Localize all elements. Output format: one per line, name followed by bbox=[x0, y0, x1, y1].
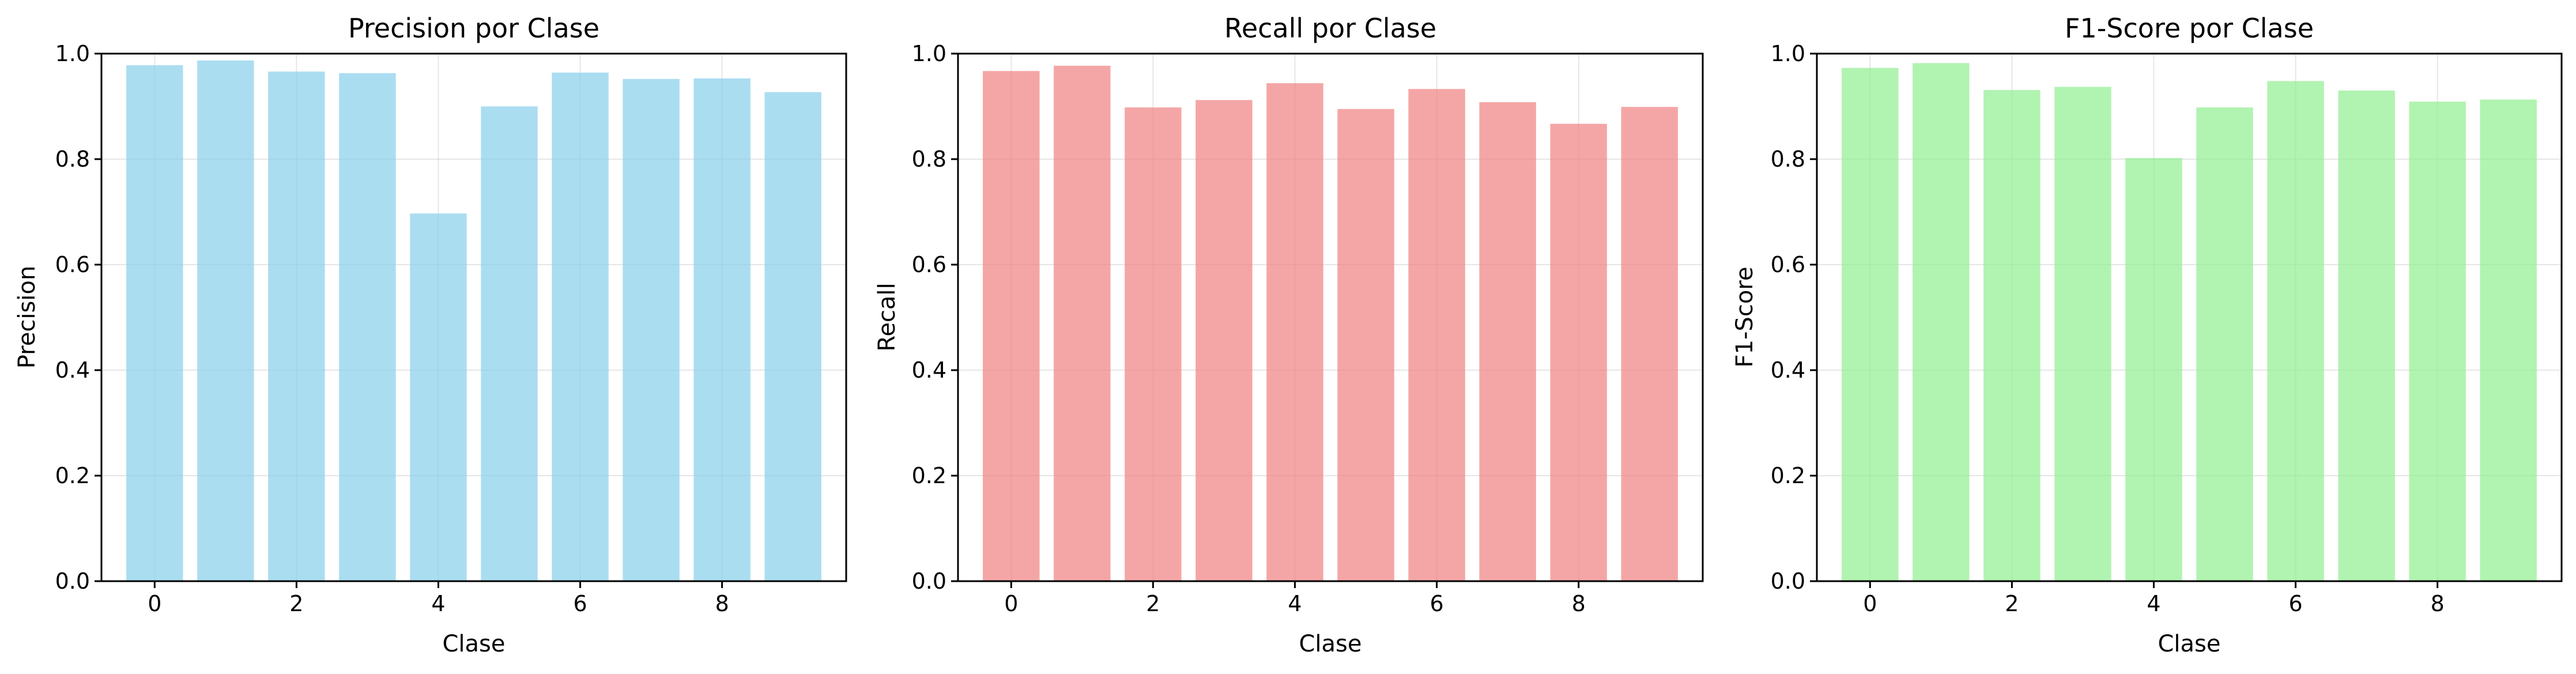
f1-axes-frame bbox=[1816, 52, 2563, 582]
f1-bar-8 bbox=[2409, 101, 2466, 581]
precision-bar-2 bbox=[268, 71, 325, 582]
recall-bar-2 bbox=[1125, 107, 1182, 581]
recall-bar-1 bbox=[1054, 66, 1111, 582]
recall-panel: 0 2 4 6 8 0.0 0.2 0.4 0.6 0.8 1.0 Recall por Clase… bbox=[874, 13, 1704, 657]
f1-ytick-label-0.6: 0.6 bbox=[1771, 252, 1805, 277]
f1-bar-4 bbox=[2125, 158, 2182, 581]
precision-bar-8 bbox=[693, 78, 750, 581]
precision-bar-7 bbox=[623, 78, 680, 582]
precision-bar-4 bbox=[410, 213, 467, 581]
recall-ticks: 0 2 4 6 8 0.0 0.2 0.4 0.6 0.8 1.0 bbox=[912, 41, 1586, 616]
precision-ytick-label-0.4: 0.4 bbox=[55, 357, 90, 383]
precision-xtick-label-4: 4 bbox=[431, 591, 445, 616]
precision-ytick-label-0.8: 0.8 bbox=[55, 146, 90, 172]
precision-ticks: 0 2 4 6 8 0.0 0.2 0.4 0.6 0.8 1.0 bbox=[55, 41, 729, 616]
recall-bar-9 bbox=[1621, 107, 1678, 582]
f1-xtick-label-8: 8 bbox=[2431, 591, 2445, 616]
recall-bar-5 bbox=[1337, 109, 1394, 581]
recall-ytick-label-0.8: 0.8 bbox=[912, 146, 946, 172]
f1-bar-1 bbox=[1913, 63, 1970, 582]
f1-bar-9 bbox=[2480, 99, 2537, 582]
precision-bar-6 bbox=[552, 72, 609, 581]
recall-bars bbox=[983, 66, 1678, 582]
recall-xtick-label-0: 0 bbox=[1004, 591, 1018, 616]
precision-xtick-label-6: 6 bbox=[573, 591, 587, 616]
f1-bar-3 bbox=[2054, 86, 2111, 581]
f1-ytick-label-0.2: 0.2 bbox=[1771, 463, 1805, 488]
precision-bar-9 bbox=[764, 92, 821, 582]
recall-bar-4 bbox=[1266, 83, 1323, 582]
precision-xtick-label-2: 2 bbox=[289, 591, 303, 616]
recall-title: Recall por Clase bbox=[1224, 13, 1436, 44]
precision-x-axis-label: Clase bbox=[442, 631, 505, 657]
precision-title: Precision por Clase bbox=[348, 13, 599, 44]
precision-panel: 0 2 4 6 8 0.0 0.2 0.4 0.6 0.8 1.0 Precision por Cl… bbox=[14, 13, 847, 657]
precision-ytick-label-1: 1.0 bbox=[55, 41, 90, 66]
f1-x-axis-label: Clase bbox=[2158, 631, 2220, 657]
recall-xtick-label-4: 4 bbox=[1288, 591, 1302, 616]
recall-ytick-label-0.6: 0.6 bbox=[912, 252, 946, 277]
f1-bar-6 bbox=[2267, 81, 2324, 581]
precision-axes-frame bbox=[100, 52, 847, 582]
precision-bars bbox=[126, 60, 821, 582]
precision-bar-0 bbox=[126, 65, 183, 581]
precision-ytick-label-0.2: 0.2 bbox=[55, 463, 90, 488]
recall-xtick-label-2: 2 bbox=[1146, 591, 1160, 616]
precision-ytick-label-0.6: 0.6 bbox=[55, 252, 90, 277]
recall-bar-0 bbox=[983, 71, 1040, 581]
precision-xtick-label-8: 8 bbox=[715, 591, 729, 616]
recall-bar-3 bbox=[1195, 100, 1253, 581]
recall-bar-8 bbox=[1550, 123, 1607, 581]
f1-bar-0 bbox=[1842, 67, 1899, 581]
f1-xtick-label-2: 2 bbox=[2005, 591, 2019, 616]
f1-bars bbox=[1842, 63, 2537, 582]
f1-ytick-label-0.8: 0.8 bbox=[1771, 146, 1805, 172]
f1-bar-5 bbox=[2196, 107, 2253, 581]
f1-bar-2 bbox=[1983, 90, 2041, 581]
recall-xtick-label-6: 6 bbox=[1430, 591, 1443, 616]
f1-xtick-label-4: 4 bbox=[2147, 591, 2160, 616]
precision-bar-1 bbox=[197, 60, 254, 581]
f1-y-axis-label: F1-Score bbox=[1732, 267, 1758, 368]
f1-panel: 0 2 4 6 8 0.0 0.2 0.4 0.6 0.8 1.0 F1-Score por Cla… bbox=[1732, 13, 2563, 657]
f1-ytick-label-0.4: 0.4 bbox=[1771, 357, 1805, 383]
f1-xtick-label-0: 0 bbox=[1863, 591, 1877, 616]
f1-bar-7 bbox=[2338, 91, 2395, 582]
recall-ytick-label-0.4: 0.4 bbox=[912, 357, 946, 383]
recall-ytick-label-0: 0.0 bbox=[912, 568, 946, 594]
recall-xtick-label-8: 8 bbox=[1572, 591, 1586, 616]
recall-y-axis-label: Recall bbox=[874, 283, 900, 351]
precision-ytick-label-0: 0.0 bbox=[55, 568, 90, 594]
recall-bar-7 bbox=[1479, 102, 1536, 581]
recall-x-axis-label: Clase bbox=[1299, 631, 1361, 657]
recall-ytick-label-1: 1.0 bbox=[912, 41, 946, 66]
f1-xtick-label-6: 6 bbox=[2288, 591, 2302, 616]
precision-y-axis-label: Precision bbox=[14, 266, 40, 368]
recall-axes-frame bbox=[957, 52, 1704, 582]
recall-bar-6 bbox=[1408, 89, 1465, 581]
precision-bar-3 bbox=[339, 73, 396, 582]
f1-ytick-label-0: 0.0 bbox=[1771, 568, 1805, 594]
f1-ytick-label-1: 1.0 bbox=[1771, 41, 1805, 66]
f1-ticks: 0 2 4 6 8 0.0 0.2 0.4 0.6 0.8 1.0 bbox=[1771, 41, 2445, 616]
precision-bar-5 bbox=[481, 106, 538, 581]
recall-ytick-label-0.2: 0.2 bbox=[912, 463, 946, 488]
precision-xtick-label-0: 0 bbox=[148, 591, 161, 616]
f1-title: F1-Score por Clase bbox=[2065, 13, 2314, 44]
